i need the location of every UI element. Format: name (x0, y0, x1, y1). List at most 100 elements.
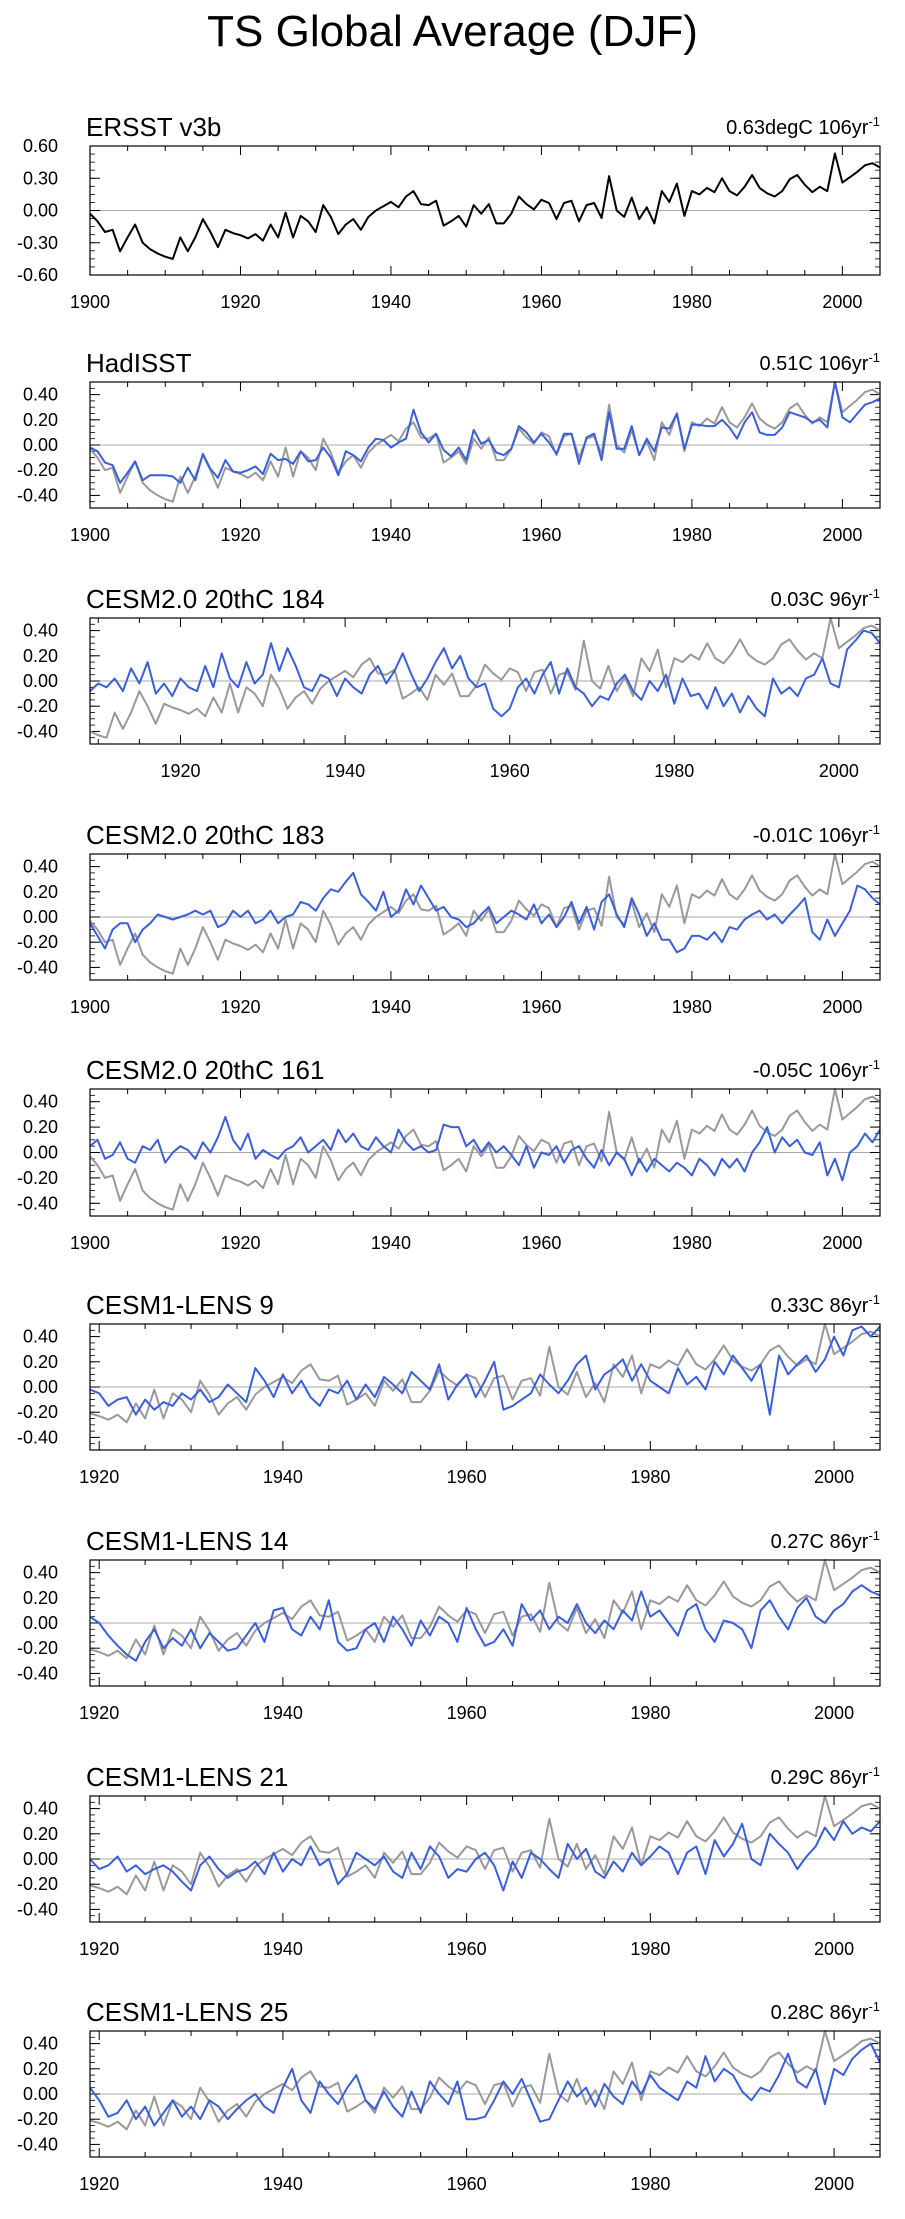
y-tick-label: 0.40 (23, 621, 58, 641)
y-tick-label: -0.40 (17, 957, 58, 977)
x-tick-label: 1920 (220, 997, 260, 1017)
series-line-reference (89, 1559, 881, 1660)
y-tick-label: 0.00 (23, 1849, 58, 1869)
series-line-model (89, 629, 881, 718)
x-tick-label: 1940 (371, 1233, 411, 1253)
plot-frame (89, 853, 881, 981)
panel-title: CESM1-LENS 9 (86, 1290, 274, 1320)
y-tick-label: -0.20 (17, 1874, 58, 1894)
plot-frame (89, 2030, 881, 2158)
y-tick-label: -0.20 (17, 1402, 58, 1422)
page-title: TS Global Average (DJF) (207, 7, 698, 56)
y-tick-label: 0.20 (23, 1352, 58, 1372)
plot-frame (89, 1795, 881, 1923)
y-tick-label: 0.40 (23, 1092, 58, 1112)
x-tick-label: 1980 (672, 525, 712, 545)
y-tick-label: 0.20 (23, 2059, 58, 2079)
panel-title: CESM1-LENS 21 (86, 1762, 288, 1792)
x-tick-label: 1940 (263, 1939, 303, 1959)
x-tick-label: 1940 (263, 1703, 303, 1723)
y-tick-label: -0.20 (17, 932, 58, 952)
trend-exponent: -1 (868, 114, 880, 129)
x-tick-label: 1980 (654, 761, 694, 781)
x-tick-label: 1960 (521, 997, 561, 1017)
x-tick-label: 1940 (371, 525, 411, 545)
series-line-reference (89, 381, 881, 503)
y-tick-label: -0.40 (17, 1663, 58, 1683)
plot-frame (89, 1559, 881, 1687)
series-line-model (89, 381, 881, 484)
trend-exponent: -1 (868, 586, 880, 601)
series-line-reference (89, 1088, 881, 1211)
trend-exponent: -1 (868, 1057, 880, 1072)
y-tick-label: 0.00 (23, 671, 58, 691)
panel-title: CESM1-LENS 14 (86, 1526, 288, 1556)
x-tick-label: 1960 (490, 761, 530, 781)
x-tick-label: 1960 (447, 2174, 487, 2194)
x-tick-label: 2000 (814, 1939, 854, 1959)
series-line-reference (89, 853, 881, 975)
panel-title: CESM2.0 20thC 161 (86, 1055, 324, 1085)
plot-frame (89, 1323, 881, 1451)
x-tick-label: 1940 (371, 292, 411, 312)
trend-exponent: -1 (868, 350, 880, 365)
y-tick-label: 0.20 (23, 1117, 58, 1137)
y-tick-label: -0.20 (17, 696, 58, 716)
y-tick-label: 0.20 (23, 1824, 58, 1844)
x-tick-label: 1940 (263, 1467, 303, 1487)
series-line-model (89, 1115, 881, 1182)
y-tick-label: 0.00 (23, 907, 58, 927)
y-tick-label: 0.00 (23, 2084, 58, 2104)
x-tick-label: 1920 (79, 1467, 119, 1487)
y-tick-label: -0.40 (17, 721, 58, 741)
y-tick-label: -0.40 (17, 1899, 58, 1919)
trend-label: -0.01C 106yr-1 (753, 822, 880, 847)
chart-panel-5: CESM2.0 20thC 161 -0.05C 106yr-1 1900 1920 1… (17, 1055, 881, 1253)
chart-panel-6: CESM1-LENS 9 0.33C 86yr-1 1920 1940 1960 1980… (17, 1290, 881, 1487)
series-line-model (89, 1325, 881, 1416)
plot-frame (89, 381, 881, 509)
panel-title: CESM2.0 20thC 184 (86, 584, 324, 614)
x-tick-label: 2000 (814, 1703, 854, 1723)
chart-panel-8: CESM1-LENS 21 0.29C 86yr-1 1920 1940 1960 198… (17, 1762, 881, 1959)
y-tick-label: 0.40 (23, 1563, 58, 1583)
chart-panel-3: CESM2.0 20thC 184 0.03C 96yr-1 1920 1940 196… (17, 584, 881, 781)
y-tick-label: 0.60 (23, 136, 58, 156)
x-tick-label: 2000 (822, 525, 862, 545)
x-tick-label: 1920 (79, 2174, 119, 2194)
x-tick-label: 1980 (672, 997, 712, 1017)
series-line-reference (89, 1795, 881, 1896)
y-tick-label: -0.40 (17, 1193, 58, 1213)
trend-label: 0.29C 86yr-1 (771, 1764, 880, 1789)
x-tick-label: 1900 (70, 292, 110, 312)
x-tick-label: 1900 (70, 997, 110, 1017)
x-tick-label: 2000 (819, 761, 859, 781)
y-tick-label: 0.40 (23, 385, 58, 405)
trend-label: 0.63degC 106yr-1 (726, 114, 880, 139)
series-line-model (89, 1820, 881, 1892)
x-tick-label: 1920 (220, 1233, 260, 1253)
x-tick-label: 2000 (814, 2174, 854, 2194)
x-tick-label: 1920 (220, 292, 260, 312)
y-tick-label: -0.40 (17, 2134, 58, 2154)
x-tick-label: 1920 (220, 525, 260, 545)
y-tick-label: -0.60 (17, 265, 58, 285)
y-tick-label: -0.20 (17, 1168, 58, 1188)
series-line-reference (89, 617, 881, 739)
y-tick-label: 0.40 (23, 1327, 58, 1347)
y-tick-label: 0.00 (23, 1613, 58, 1633)
chart-panel-7: CESM1-LENS 14 0.27C 86yr-1 1920 1940 1960 198… (17, 1526, 881, 1723)
y-tick-label: 0.00 (23, 435, 58, 455)
x-tick-label: 1960 (521, 525, 561, 545)
chart-panel-9: CESM1-LENS 25 0.28C 86yr-1 1920 1940 1960 198… (17, 1997, 881, 2194)
trend-exponent: -1 (868, 1764, 880, 1779)
x-tick-label: 2000 (822, 1233, 862, 1253)
x-tick-label: 1900 (70, 525, 110, 545)
x-tick-label: 1920 (160, 761, 200, 781)
panel-title: CESM2.0 20thC 183 (86, 820, 324, 850)
x-tick-label: 2000 (822, 997, 862, 1017)
panel-title: ERSST v3b (86, 112, 221, 142)
x-tick-label: 1960 (447, 1939, 487, 1959)
y-tick-label: 0.00 (23, 201, 58, 221)
